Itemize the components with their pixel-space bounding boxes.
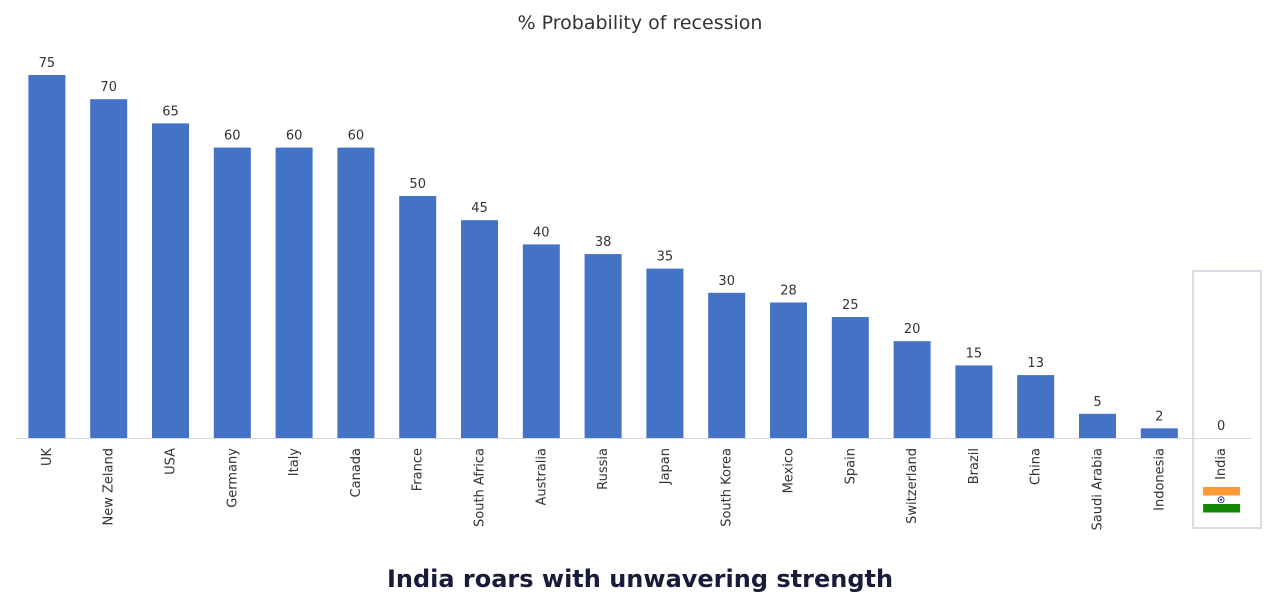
x-tick-label: Mexico <box>782 448 797 493</box>
highlight-box <box>1192 270 1263 529</box>
x-tick-label: Russia <box>596 448 611 490</box>
data-label: 13 <box>1027 356 1044 371</box>
data-label: 45 <box>471 201 488 216</box>
x-tick-label: South Korea <box>720 448 735 527</box>
flag-saffron-band <box>1203 487 1241 496</box>
bar-mexico <box>770 302 807 438</box>
bar-usa <box>152 123 189 439</box>
bar-canada <box>337 147 375 438</box>
data-label: 25 <box>842 298 859 313</box>
data-label: 60 <box>348 129 365 144</box>
x-tick-label: India <box>1214 448 1229 480</box>
data-label: 70 <box>100 80 117 95</box>
bar-australia <box>522 244 560 438</box>
x-tick-label: Switzerland <box>905 448 920 524</box>
chart-subtitle: India roars with unwavering strength <box>386 565 894 593</box>
bar-italy <box>275 147 313 438</box>
data-label: 2 <box>1155 409 1163 424</box>
data-label: 75 <box>39 56 56 71</box>
data-label: 65 <box>162 104 179 119</box>
x-tick-label: France <box>411 448 426 491</box>
data-label: 35 <box>657 250 674 265</box>
data-label: 60 <box>286 129 303 144</box>
data-label: 5 <box>1093 395 1101 410</box>
data-label: 50 <box>409 177 426 192</box>
x-tick-label: Italy <box>287 448 302 477</box>
x-tick-label: New Zeland <box>102 448 117 525</box>
data-label: 28 <box>780 283 797 298</box>
bar-new-zeland <box>90 99 128 438</box>
bar-spain <box>831 317 869 438</box>
data-label: 40 <box>533 225 550 240</box>
data-label: 38 <box>595 235 612 250</box>
ashoka-chakra-hub <box>1220 498 1223 501</box>
bar-japan <box>646 268 684 438</box>
x-tick-label: Saudi Arabia <box>1091 448 1106 531</box>
ashoka-chakra-icon <box>1217 496 1225 504</box>
data-label: 30 <box>718 274 735 289</box>
x-tick-label: Canada <box>349 448 364 497</box>
x-tick-label: Japan <box>658 448 673 485</box>
chart-title: % Probability of recession <box>517 12 763 34</box>
flag-green-band <box>1203 504 1241 513</box>
bar-south-korea <box>708 292 746 438</box>
bar-indonesia <box>1140 428 1178 438</box>
data-label: 60 <box>224 129 241 144</box>
bar-france <box>399 196 437 438</box>
bar-germany <box>213 147 251 438</box>
data-label: 15 <box>966 346 983 361</box>
x-tick-label: Spain <box>843 448 858 484</box>
bar-russia <box>584 254 622 438</box>
x-tick-label: UK <box>40 448 55 467</box>
x-tick-label: South Africa <box>473 448 488 527</box>
data-label: 20 <box>904 322 921 337</box>
x-tick-label: Australia <box>534 448 549 506</box>
bar-saudi-arabia <box>1079 413 1116 438</box>
x-tick-label: Indonesia <box>1152 448 1167 511</box>
bar-south-africa <box>461 220 498 438</box>
x-tick-label: USA <box>164 448 179 475</box>
x-tick-label: China <box>1029 448 1044 485</box>
bar-china <box>1017 375 1055 438</box>
bar-switzerland <box>893 341 931 438</box>
x-tick-label: Brazil <box>967 448 982 484</box>
bar-uk <box>28 75 66 438</box>
x-tick-label: Germany <box>225 448 240 508</box>
bar-brazil <box>955 365 993 438</box>
data-label: 0 <box>1217 419 1225 434</box>
